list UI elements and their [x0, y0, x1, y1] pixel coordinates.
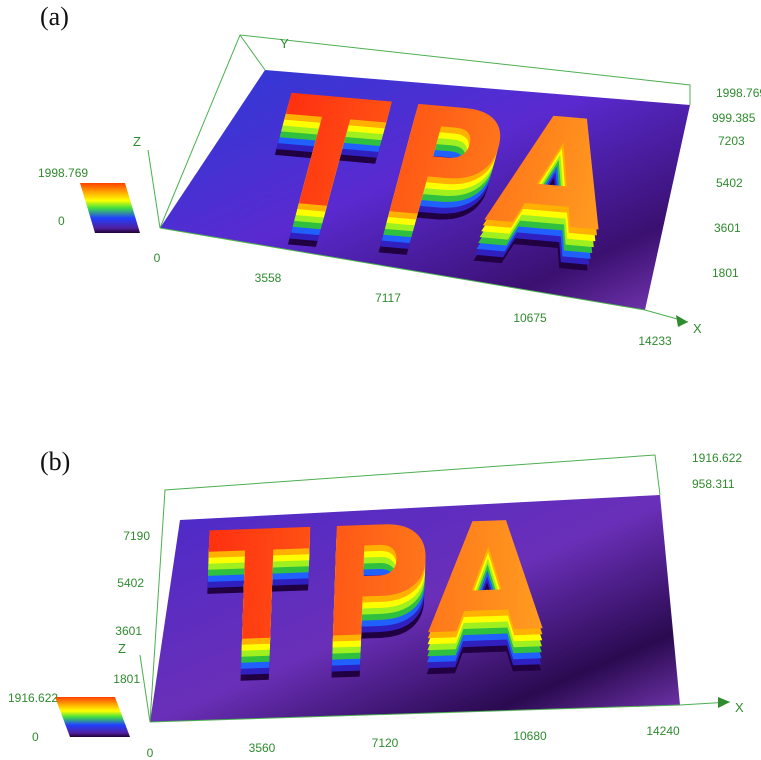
- x-axis-label: X: [693, 321, 702, 336]
- box-frame: [239, 34, 266, 71]
- arrow-head: [718, 697, 730, 708]
- surface-letters-extrusion: TPA: [202, 532, 558, 718]
- y-tick-label: 7190: [123, 529, 150, 543]
- panel-label: (a): [40, 2, 69, 31]
- surface-letters-extrusion: TPA: [203, 508, 559, 694]
- legend-max: 1998.769: [38, 166, 88, 180]
- x-axis: [159, 227, 646, 311]
- surface-letters-extrusion: TPA: [204, 496, 560, 682]
- y-tick-label: 5402: [716, 176, 743, 190]
- x-axis-label: X: [735, 700, 744, 715]
- z-tick-label: 1916.622: [692, 451, 742, 465]
- surface-letters-extrusion: TPA: [202, 526, 558, 712]
- arrow-head: [676, 315, 688, 327]
- x-tick-label: 7117: [375, 291, 401, 305]
- y-tick-label: 3601: [115, 624, 142, 638]
- box-frame: [159, 34, 691, 229]
- x-axis: [149, 704, 681, 723]
- surface-letters: TPA: [204, 490, 560, 676]
- z-tick-label: 958.311: [692, 477, 735, 491]
- y-axis-label: Y: [280, 36, 289, 51]
- surface: [150, 495, 680, 722]
- y-tick-label: 5402: [117, 576, 144, 590]
- y-tick-label: 1801: [712, 266, 739, 280]
- panel-label: (b): [40, 447, 70, 476]
- legend-bar: [55, 697, 130, 737]
- x-tick-label: 7120: [372, 736, 399, 750]
- y-tick-label: 3601: [714, 221, 741, 235]
- z-axis: [147, 149, 161, 229]
- x-tick-label: 10675: [513, 311, 547, 325]
- x-tick-label: 3558: [255, 271, 282, 285]
- x-tick-label: 0: [147, 746, 154, 760]
- surface-letters-extrusion: TPA: [203, 520, 559, 706]
- y-tick-label: 7203: [718, 134, 745, 148]
- y-tick-label: 1801: [113, 672, 140, 686]
- x-tick-label: 14233: [638, 334, 672, 348]
- legend-max: 1916.622: [8, 691, 58, 705]
- z-tick-label: 1998.769: [716, 86, 761, 100]
- surface-letters-extrusion: TPA: [242, 105, 637, 307]
- surface-letters-extrusion: TPA: [251, 70, 646, 272]
- surface-letters-extrusion: TPA: [203, 502, 559, 688]
- surface-letters-extrusion: TPA: [249, 76, 644, 278]
- legend-bar: [80, 183, 140, 233]
- z-axis-label: Z: [133, 134, 141, 149]
- surface-letters-extrusion: TPA: [243, 99, 638, 301]
- box-frame: [149, 454, 661, 723]
- x-tick-label: 14240: [646, 724, 680, 738]
- z-axis-label: Z: [118, 641, 126, 656]
- x-tick-label: 10680: [513, 729, 547, 743]
- surface-letters-extrusion: TPA: [203, 514, 559, 700]
- z-axis: [139, 654, 151, 723]
- surface-letters-extrusion: TPA: [245, 93, 640, 295]
- legend-min: 0: [32, 730, 39, 744]
- x-tick-label: 3560: [249, 741, 276, 755]
- surface-letters-extrusion: TPA: [248, 81, 643, 283]
- legend-min: 0: [58, 214, 65, 228]
- z-tick-label: 999.385: [712, 111, 756, 125]
- x-tick-label: 0: [154, 251, 161, 265]
- surface-letters: TPA: [253, 64, 648, 266]
- surface-letters-extrusion: TPA: [246, 87, 641, 289]
